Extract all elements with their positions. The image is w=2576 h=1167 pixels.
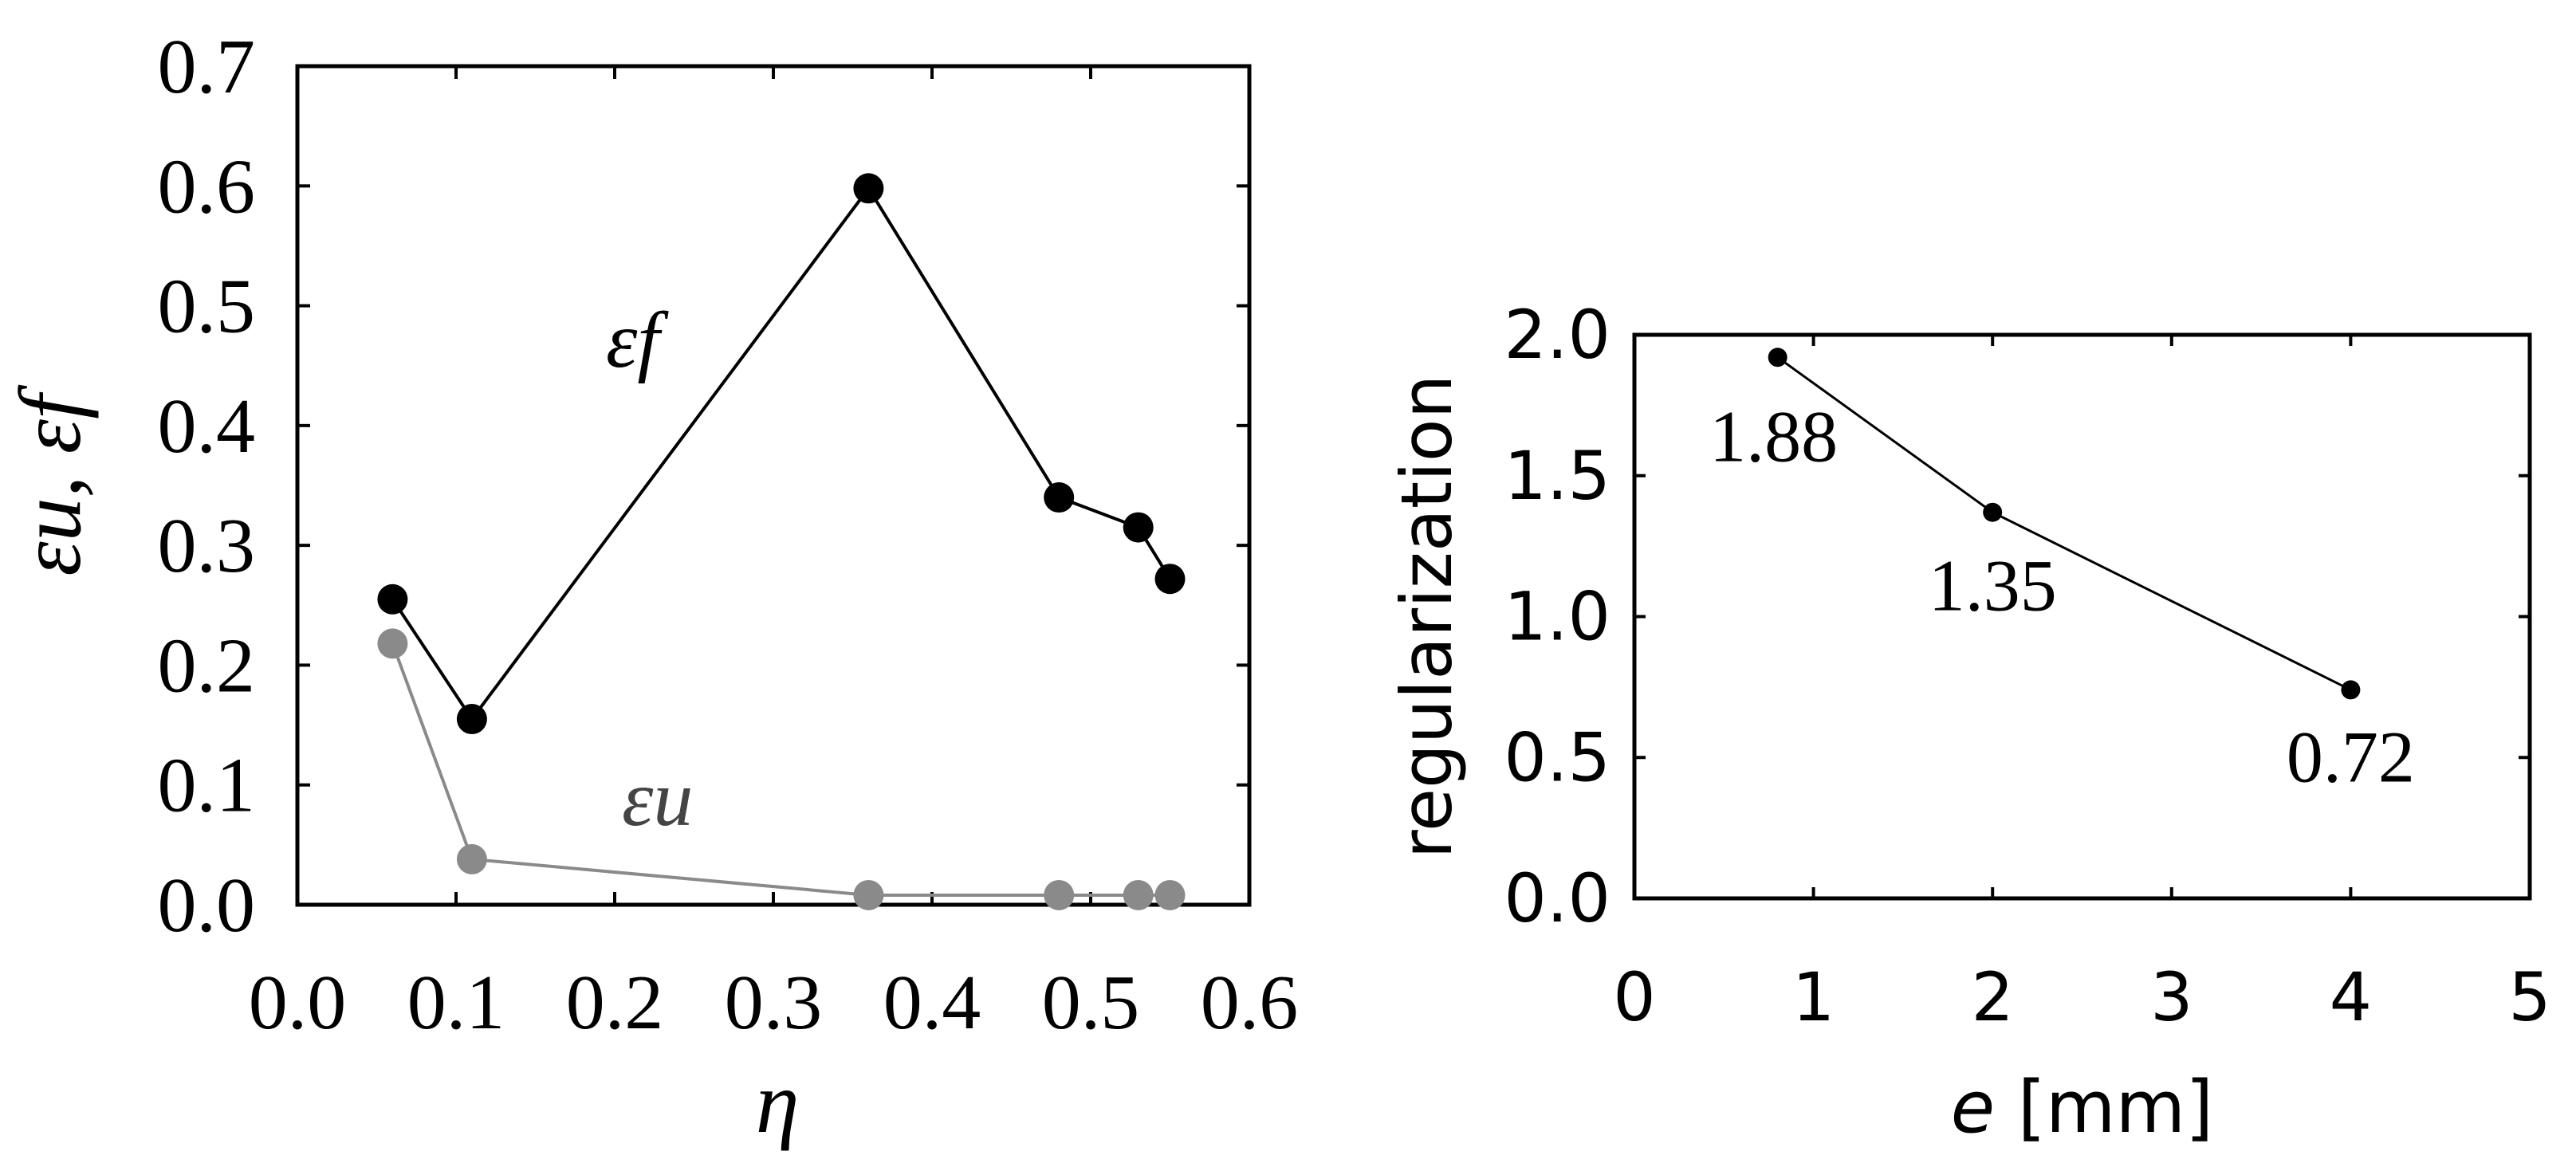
- right-x-tick-label: 5: [2508, 958, 2550, 1036]
- left-series-1-point: [456, 843, 487, 874]
- left-x-tick-label: 0.0: [249, 960, 347, 1046]
- left-series-line-1: [391, 642, 1170, 897]
- left-y-axis-label: εu, εf: [2, 384, 99, 576]
- right-x-tick-label: 1: [1792, 958, 1835, 1036]
- left-y-tick-label: 0.7: [158, 24, 256, 110]
- left-y-tick-label: 0.6: [158, 143, 256, 230]
- left-x-tick-label: 0.5: [1042, 960, 1140, 1046]
- right-series-point: [1983, 502, 2003, 522]
- left-series-1-point: [1044, 879, 1075, 910]
- left-series-1-point: [853, 879, 884, 910]
- right-chart: 0 1 2 3 4 5 0.0 0.5 1.0 1.5 2.0 e [mm] regularizatio…: [1386, 296, 2551, 1149]
- right-y-tick-label: 0.0: [1504, 859, 1610, 937]
- right-x-tick-label: 4: [2330, 958, 2372, 1036]
- right-x-tick-label: 2: [1971, 958, 2013, 1036]
- left-y-tick-label: 0.4: [158, 383, 256, 470]
- left-series-1-point: [377, 628, 408, 659]
- left-x-tick-label: 0.4: [883, 960, 981, 1046]
- right-y-tick-label: 1.0: [1504, 578, 1610, 656]
- right-y-tick-label: 2.0: [1504, 296, 1610, 374]
- left-series-0-point: [1123, 512, 1154, 543]
- left-series-0-point: [853, 173, 884, 204]
- left-y-tick-label: 0.3: [158, 503, 256, 589]
- right-data-label: 1.35: [1929, 545, 2057, 627]
- left-x-tick-label: 0.3: [725, 960, 823, 1046]
- right-series-point: [2341, 680, 2361, 700]
- left-series-0-point: [1154, 564, 1186, 595]
- right-y-tick-label: 0.5: [1504, 718, 1610, 796]
- left-y-tick-label: 0.5: [158, 264, 256, 350]
- left-y-tick-label: 0.1: [158, 743, 256, 829]
- right-x-tick-label: 0: [1613, 958, 1655, 1036]
- left-series-1-point: [1123, 879, 1154, 910]
- left-y-tick-label: 0.0: [158, 862, 256, 949]
- left-plot-frame: [295, 64, 1252, 907]
- right-x-tick-label: 3: [2150, 958, 2193, 1036]
- series-label-eu: εu: [622, 754, 693, 843]
- series-label-ef: εf: [606, 296, 669, 384]
- right-data-label: 1.88: [1709, 395, 1838, 477]
- left-y-tick-label: 0.2: [158, 623, 256, 709]
- left-series-0-point: [456, 704, 487, 735]
- right-series-point: [1768, 348, 1787, 367]
- left-x-axis-label: η: [756, 1054, 800, 1151]
- left-series-line-0: [391, 185, 1172, 722]
- left-x-tick-label: 0.6: [1201, 960, 1299, 1046]
- left-series-0-point: [1044, 482, 1075, 513]
- right-y-tick-label: 1.5: [1504, 437, 1610, 515]
- left-series-0-point: [377, 584, 408, 615]
- right-series-line: [1776, 356, 2352, 691]
- left-x-tick-label: 0.1: [407, 960, 505, 1046]
- left-series-1-point: [1154, 879, 1186, 910]
- right-data-label: 0.72: [2287, 716, 2415, 797]
- right-x-axis-label: e [mm]: [1951, 1066, 2214, 1149]
- left-x-tick-label: 0.2: [566, 960, 664, 1046]
- left-chart: 0.0 0.1 0.2 0.3 0.4 0.5 0.6 0.0 0.1 0.2 0.3 0.4 0.5 0…: [2, 24, 1298, 1151]
- right-y-axis-label: regularization: [1386, 375, 1468, 859]
